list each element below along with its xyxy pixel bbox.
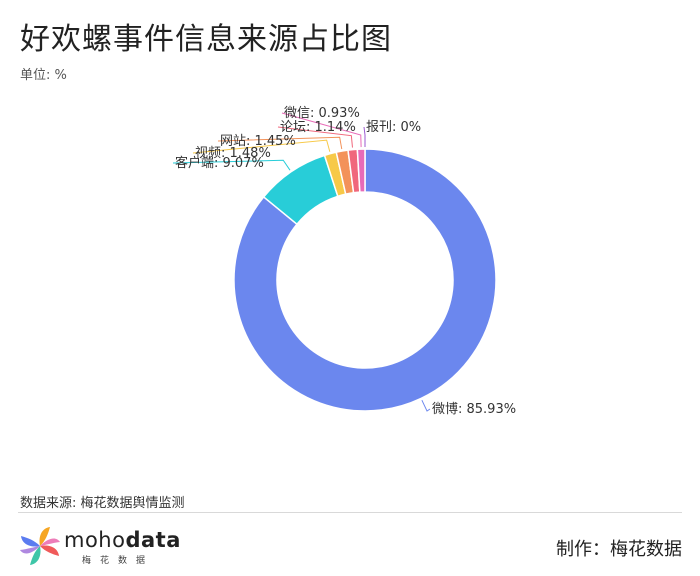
leader-微信 [281, 112, 362, 148]
slice-微信 [356, 148, 366, 193]
brand-name: mohodata [64, 528, 181, 552]
slice-labels: 微博: 85.93% 客户端: 9.07%视频: 1.48%网站: 1.45%论坛… [175, 106, 516, 417]
label-报刊: 报刊: 0% [366, 120, 421, 135]
donut-chart: 微博: 85.93% 客户端: 9.07%视频: 1.48%网站: 1.45%论坛… [172, 106, 516, 417]
slice-微博 [233, 148, 497, 412]
leader-视频 [192, 139, 331, 154]
footer-divider [18, 512, 682, 513]
unit-label: 单位: % [20, 68, 67, 83]
leader-网站 [217, 136, 343, 150]
chart-title: 好欢螺事件信息来源占比图 [20, 22, 392, 57]
leader-报刊 [363, 126, 366, 147]
donut-slices [233, 148, 497, 412]
leader-论坛 [277, 126, 353, 148]
leader-微博 [421, 400, 431, 412]
label-客户端: 客户端: 9.07% [175, 155, 264, 171]
label-网站: 网站: 1.45% [220, 134, 296, 149]
label-微信: 微信: 0.93% [284, 106, 360, 121]
mohodata-logo-icon [20, 527, 60, 565]
leader-lines [172, 112, 431, 412]
maker-credit: 制作：梅花数据 [556, 539, 682, 560]
label-微博: 微博: 85.93% [432, 402, 516, 417]
label-论坛: 论坛: 1.14% [280, 120, 356, 135]
brand-subtitle: 梅花数据 [82, 556, 155, 566]
data-source: 数据来源: 梅花数据舆情监测 [20, 496, 185, 511]
label-视频: 视频: 1.48% [195, 146, 271, 161]
leader-客户端 [172, 159, 291, 171]
